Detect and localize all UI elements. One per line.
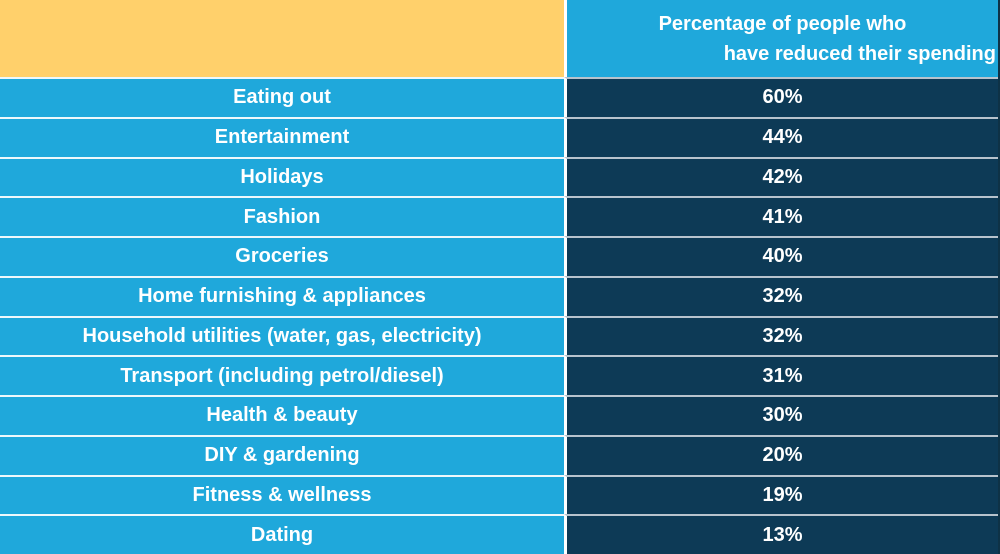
header-category-cell [0, 0, 564, 77]
value-label: 19% [762, 483, 803, 506]
table-row: Home furnishing & appliances 32% [0, 275, 998, 316]
value-label: 32% [762, 324, 803, 347]
table-row: Fashion 41% [0, 196, 998, 236]
category-label: Health & beauty [206, 404, 358, 427]
category-label: Holidays [240, 165, 324, 188]
table-header-row: Percentage of people who have reduced th… [0, 0, 998, 77]
category-cell: Household utilities (water, gas, electri… [0, 315, 564, 356]
category-label: Fashion [243, 205, 321, 228]
table-row: Eating out 60% [0, 77, 998, 117]
value-cell: 44% [564, 116, 998, 157]
table-row: Groceries 40% [0, 236, 998, 276]
category-cell: Transport (including petrol/diesel) [0, 355, 564, 395]
category-label: Household utilities (water, gas, electri… [82, 324, 482, 347]
category-cell: Holidays [0, 156, 564, 197]
value-cell: 41% [564, 196, 998, 236]
category-label: DIY & gardening [204, 444, 360, 467]
header-value-cell: Percentage of people who have reduced th… [564, 0, 998, 77]
category-cell: Eating out [0, 77, 564, 117]
category-label: Transport (including petrol/diesel) [120, 364, 444, 387]
table-row: Fitness & wellness 19% [0, 474, 998, 515]
value-label: 41% [762, 205, 803, 228]
category-label: Home furnishing & appliances [138, 285, 426, 308]
value-label: 30% [762, 404, 803, 427]
value-cell: 19% [564, 474, 998, 515]
category-cell: Fashion [0, 196, 564, 236]
category-cell: Entertainment [0, 116, 564, 157]
value-label: 13% [762, 523, 803, 546]
category-label: Fitness & wellness [192, 483, 372, 506]
category-label: Groceries [235, 245, 329, 268]
value-label: 40% [762, 245, 803, 268]
category-label: Dating [250, 523, 314, 546]
table-row: Dating 13% [0, 514, 998, 554]
category-label: Entertainment [214, 126, 350, 149]
category-cell: Groceries [0, 236, 564, 276]
value-cell: 30% [564, 395, 998, 435]
value-cell: 32% [564, 315, 998, 356]
table-row: Holidays 42% [0, 156, 998, 197]
value-cell: 20% [564, 434, 998, 475]
value-cell: 13% [564, 514, 998, 554]
value-cell: 42% [564, 156, 998, 197]
value-cell: 60% [564, 77, 998, 117]
header-title-line2: have reduced their spending [723, 42, 996, 65]
category-cell: Fitness & wellness [0, 474, 564, 515]
value-label: 32% [762, 285, 803, 308]
table-row: DIY & gardening 20% [0, 434, 998, 475]
value-cell: 32% [564, 275, 998, 316]
category-cell: Home furnishing & appliances [0, 275, 564, 316]
category-label: Eating out [233, 86, 331, 109]
value-label: 60% [762, 86, 803, 109]
table-row: Entertainment 44% [0, 116, 998, 157]
value-label: 44% [762, 126, 803, 149]
value-label: 20% [762, 444, 803, 467]
table-row: Transport (including petrol/diesel) 31% [0, 355, 998, 395]
header-title-line1: Percentage of people who [658, 12, 907, 35]
category-cell: Health & beauty [0, 395, 564, 435]
table-row: Household utilities (water, gas, electri… [0, 315, 998, 356]
category-cell: DIY & gardening [0, 434, 564, 475]
value-label: 31% [762, 364, 803, 387]
category-cell: Dating [0, 514, 564, 554]
value-label: 42% [762, 165, 803, 188]
value-cell: 40% [564, 236, 998, 276]
table-row: Health & beauty 30% [0, 395, 998, 435]
value-cell: 31% [564, 355, 998, 395]
